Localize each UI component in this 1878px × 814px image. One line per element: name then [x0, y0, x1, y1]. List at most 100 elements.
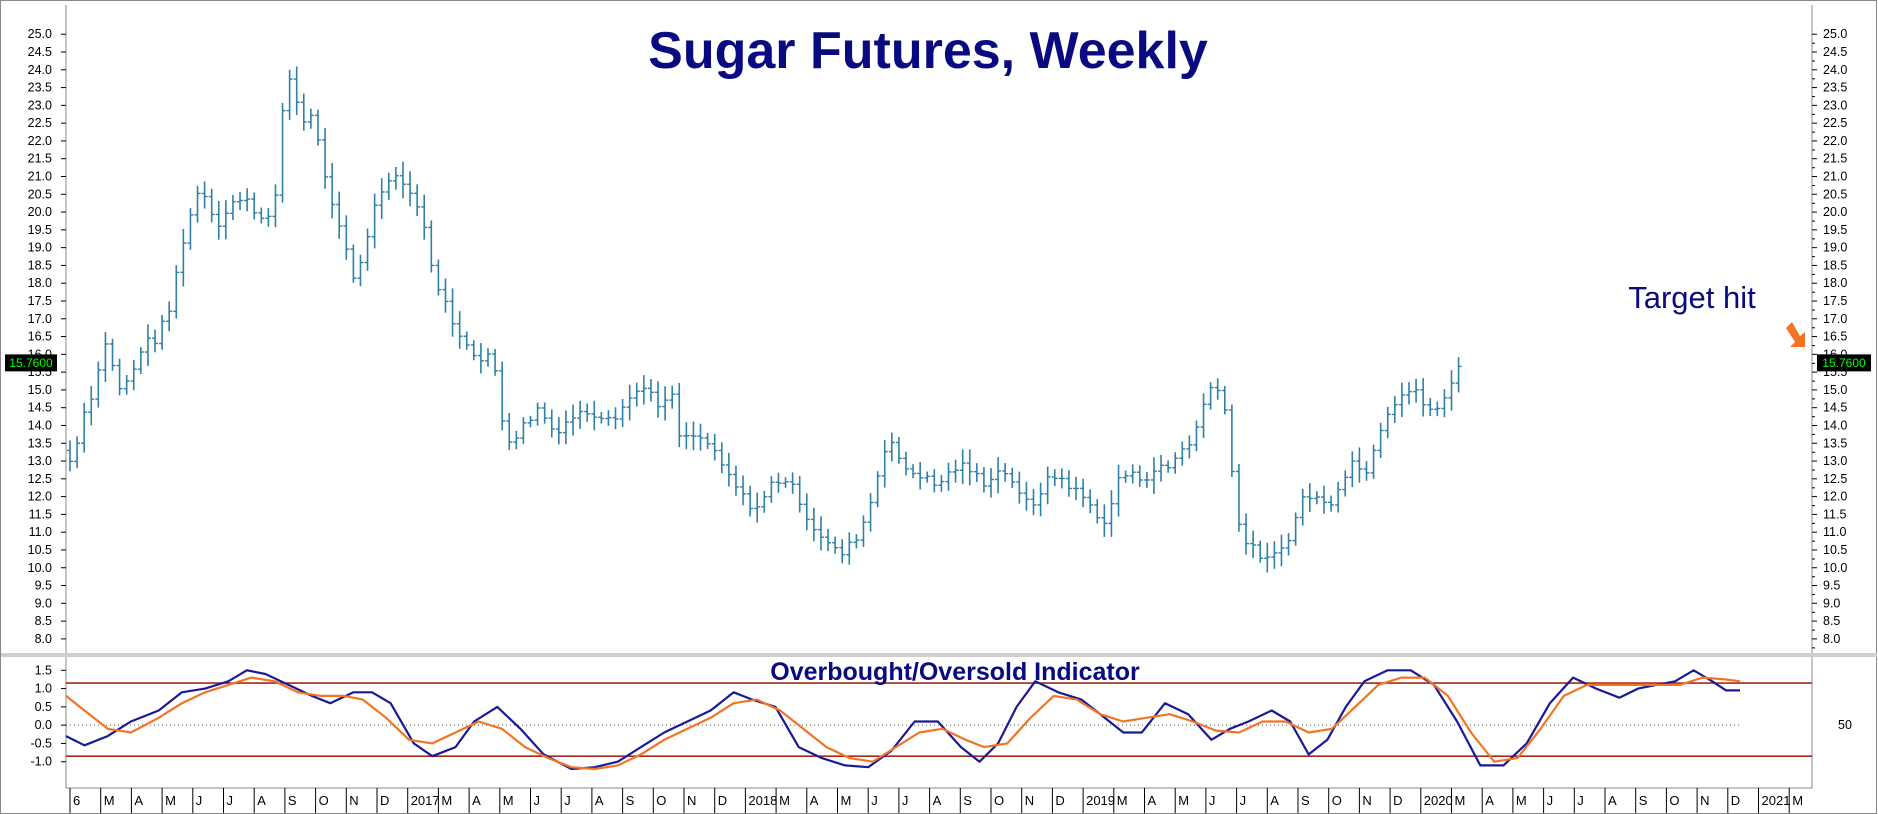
x-tick-label: D — [1393, 793, 1402, 808]
osc-y-tick-label: 0.5 — [35, 700, 52, 714]
last-value-badge-right: 15.7600 — [1817, 354, 1871, 372]
price-y-tick-label: 24.0 — [1823, 63, 1847, 77]
x-tick-label: A — [810, 793, 819, 808]
x-tick-label: J — [534, 793, 541, 808]
x-tick-label: A — [1485, 793, 1494, 808]
x-tick-label: O — [1669, 793, 1679, 808]
price-y-tick-label: 13.0 — [28, 454, 52, 468]
x-tick-label: O — [994, 793, 1004, 808]
x-tick-label: J — [902, 793, 909, 808]
osc-y-ticks: -1.0 -0.5 0.0 0.5 1.0 1.5 — [30, 663, 66, 769]
price-y-tick-label: 23.0 — [28, 98, 52, 112]
x-tick-label: M — [1792, 793, 1803, 808]
x-tick-label: N — [1700, 793, 1709, 808]
price-y-tick-label: 17.5 — [28, 294, 52, 308]
x-tick-label: S — [288, 793, 297, 808]
price-y-tick-label: 19.5 — [1823, 223, 1847, 237]
price-y-tick-label: 18.5 — [28, 258, 52, 272]
price-y-tick-label: 20.5 — [28, 187, 52, 201]
price-y-tick-label: 18.5 — [1823, 258, 1847, 272]
price-y-tick-label: 9.0 — [1823, 596, 1840, 610]
svg-text:15.7600: 15.7600 — [1822, 356, 1866, 370]
x-tick-label: O — [656, 793, 666, 808]
price-y-tick-label: 13.5 — [28, 436, 52, 450]
price-y-tick-label: 19.5 — [28, 223, 52, 237]
x-tick-label: A — [134, 793, 143, 808]
osc-lines — [65, 669, 1812, 771]
x-tick-label: M — [1455, 793, 1466, 808]
arrow-icon — [1786, 322, 1805, 347]
price-bars — [67, 66, 1462, 573]
oscillator-panel: -1.0 -0.5 0.0 0.5 1.0 1.5 Overbought/Oversold… — [30, 657, 1852, 788]
x-tick-label: D — [380, 793, 389, 808]
x-tick-label: J — [1240, 793, 1247, 808]
price-y-tick-label: 20.0 — [1823, 205, 1847, 219]
x-tick-label: 2017 — [411, 793, 440, 808]
x-tick-label: 2021 — [1762, 793, 1791, 808]
x-tick-label: S — [1301, 793, 1310, 808]
osc-y-tick-label: 1.5 — [35, 663, 52, 677]
x-tick-label: 2020 — [1424, 793, 1453, 808]
x-tick-label: N — [1362, 793, 1371, 808]
x-tick-label: J — [871, 793, 878, 808]
price-y-tick-label: 14.5 — [1823, 401, 1847, 415]
price-y-tick-label: 23.0 — [1823, 98, 1847, 112]
price-y-tick-label: 24.0 — [28, 63, 52, 77]
price-y-tick-label: 22.0 — [28, 134, 52, 148]
x-tick-label: J — [196, 793, 203, 808]
x-tick-label: S — [963, 793, 972, 808]
target-annotation: Target hit — [1628, 280, 1756, 315]
price-y-tick-label: 9.5 — [35, 579, 52, 593]
price-y-tick-label: 8.5 — [1823, 614, 1840, 628]
price-y-tick-label: 11.0 — [29, 525, 52, 539]
price-y-tick-label: 11.0 — [1823, 525, 1846, 539]
x-tick-label: O — [1332, 793, 1342, 808]
price-y-tick-label: 17.0 — [1823, 312, 1847, 326]
price-y-tick-label: 17.5 — [1823, 294, 1847, 308]
price-y-tick-label: 10.0 — [1823, 561, 1847, 575]
price-y-tick-label: 21.0 — [28, 170, 52, 184]
price-y-tick-label: 14.0 — [28, 418, 52, 432]
price-y-tick-label: 18.0 — [1823, 276, 1847, 290]
price-y-tick-label: 21.5 — [28, 152, 52, 166]
x-tick-label: A — [472, 793, 481, 808]
x-tick-label: S — [626, 793, 635, 808]
x-tick-label: A — [933, 793, 942, 808]
price-y-tick-label: 20.0 — [28, 205, 52, 219]
x-tick-label: M — [165, 793, 176, 808]
x-tick-label: M — [104, 793, 115, 808]
x-tick-label: M — [503, 793, 514, 808]
osc-y-tick-label: 0.0 — [35, 718, 52, 732]
price-y-tick-label: 16.5 — [1823, 330, 1847, 344]
price-y-tick-label: 10.5 — [1823, 543, 1847, 557]
x-tick-label: A — [595, 793, 604, 808]
x-tick-label: A — [257, 793, 266, 808]
price-y-tick-label: 8.0 — [1823, 632, 1840, 646]
price-y-tick-label: 25.0 — [28, 27, 52, 41]
osc-title: Overbought/Oversold Indicator — [770, 658, 1140, 686]
price-y-tick-label: 25.0 — [1823, 27, 1847, 41]
x-tick-label: S — [1639, 793, 1648, 808]
price-y-tick-label: 18.0 — [28, 276, 52, 290]
osc-series-line — [65, 669, 1740, 771]
price-y-ticks-right: 8.0 8.5 9.0 9.5 10.0 10.5 11.0 11.5 12.0 12.5 13.0… — [1812, 27, 1847, 649]
price-y-tick-label: 20.5 — [1823, 187, 1847, 201]
price-y-tick-label: 12.0 — [28, 490, 52, 504]
price-y-tick-label: 12.5 — [1823, 472, 1847, 486]
price-y-tick-label: 22.5 — [1823, 116, 1847, 130]
price-y-tick-label: 16.5 — [28, 330, 52, 344]
price-y-tick-label: 11.5 — [1823, 507, 1846, 521]
panel-separator — [1, 653, 1877, 657]
x-tick-label: M — [1516, 793, 1527, 808]
x-tick-label: M — [1178, 793, 1189, 808]
price-y-tick-label: 10.5 — [28, 543, 52, 557]
x-tick-label: J — [1577, 793, 1584, 808]
price-y-tick-label: 21.5 — [1823, 152, 1847, 166]
x-tick-label: A — [1608, 793, 1617, 808]
price-y-tick-label: 13.5 — [1823, 436, 1847, 450]
x-tick-label: J — [1547, 793, 1554, 808]
x-tick-label: J — [227, 793, 234, 808]
x-tick-label: D — [1731, 793, 1740, 808]
